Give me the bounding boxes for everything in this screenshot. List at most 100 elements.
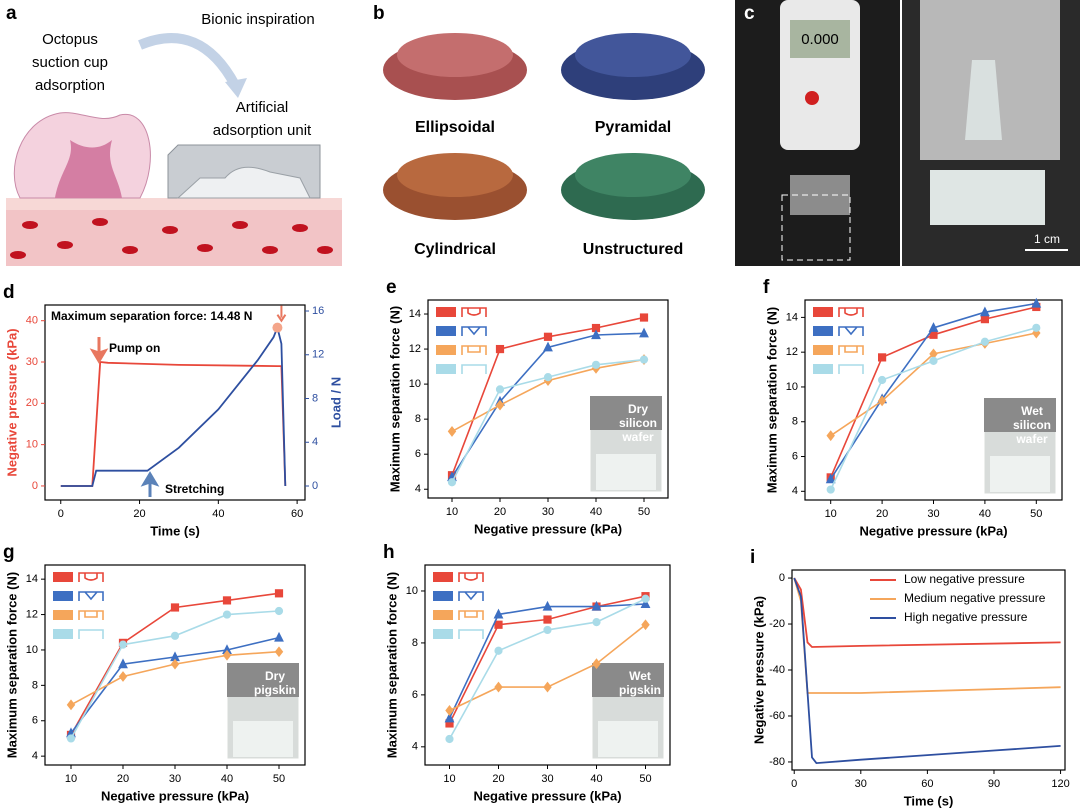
marker	[639, 355, 649, 364]
marker	[639, 327, 649, 338]
panel-letter: i	[750, 547, 755, 568]
x-axis-title: Negative pressure (kPa)	[101, 788, 249, 803]
panel-letter: b	[373, 3, 385, 24]
y-tick-label: 8	[32, 679, 38, 691]
legend-label: High negative pressure	[904, 610, 1028, 624]
legend-icon	[78, 610, 104, 620]
x-tick-label: 10	[65, 773, 77, 785]
x-axis-title: Time (s)	[904, 793, 954, 808]
marker	[979, 306, 990, 317]
annotation: Pump on	[109, 341, 160, 355]
marker	[222, 596, 232, 605]
series-line	[793, 577, 1061, 648]
marker	[543, 372, 553, 382]
inset-label: pigskin	[619, 683, 661, 697]
y-tick-label: -60	[769, 710, 785, 722]
marker	[826, 430, 835, 442]
inset-label: silicon	[1013, 418, 1051, 432]
marker	[495, 399, 505, 411]
x-axis-title: Negative pressure (kPa)	[859, 523, 1007, 538]
x-tick-label: 0	[791, 778, 797, 790]
marker	[66, 734, 76, 743]
y-tick-label: 6	[32, 715, 38, 727]
tissue-surface	[6, 198, 342, 210]
y-tick-label: 20	[26, 397, 38, 409]
inset-cup	[596, 454, 656, 490]
x-tick-label: 40	[221, 773, 233, 785]
x-tick-label: 10	[443, 773, 455, 785]
x-axis-title: Negative pressure (kPa)	[474, 521, 622, 536]
x-axis-title: Time (s)	[150, 523, 200, 538]
y-tick-label: 10	[786, 381, 798, 393]
panel-letter: g	[3, 542, 15, 563]
y-tick-label: 10	[406, 585, 418, 597]
shape-label: Pyramidal	[595, 119, 671, 136]
legend-icon	[78, 591, 104, 601]
marker	[222, 649, 232, 661]
marker	[929, 356, 938, 365]
y-axis-title: Negative pressure (kPa)	[4, 328, 19, 476]
panel-letter: e	[386, 277, 397, 298]
panel-letter: h	[383, 542, 395, 563]
marker	[543, 615, 552, 624]
inset-clamp	[592, 663, 664, 697]
cup	[575, 33, 691, 77]
legend-swatch	[436, 326, 456, 336]
label: adsorption unit	[213, 122, 312, 139]
arrow-head	[225, 78, 247, 98]
y-axis-title: Negative pressure (kPa)	[751, 596, 766, 744]
marker	[543, 625, 552, 635]
marker	[1031, 297, 1042, 308]
series-line	[793, 577, 1061, 765]
x-tick-label: 50	[639, 773, 651, 785]
x-tick-label: 20	[117, 773, 129, 785]
marker	[170, 658, 180, 670]
y2-tick-label: 16	[312, 305, 324, 317]
annotation: Stretching	[165, 482, 224, 496]
legend-swatch	[813, 345, 833, 355]
scale-label: 1 cm	[1034, 232, 1060, 246]
plot-frame	[44, 304, 306, 501]
y-tick-label: 6	[792, 450, 798, 462]
y-tick-label: 4	[32, 750, 38, 762]
y-tick-label: 6	[415, 448, 421, 460]
marker	[591, 329, 601, 340]
marker	[274, 606, 284, 616]
legend-icon	[838, 364, 864, 374]
inset-label: wafer	[1015, 432, 1048, 446]
marker	[274, 589, 284, 598]
legend-swatch	[436, 345, 456, 355]
shape-label: Cylindrical	[414, 241, 496, 258]
x-axis-title: Negative pressure (kPa)	[473, 788, 621, 803]
panel-c: 0.000 c 1 cm	[735, 0, 1080, 266]
panel-letter: f	[763, 277, 770, 298]
legend-icon	[461, 364, 487, 374]
y2-tick-label: 0	[312, 480, 318, 492]
label: Artificial	[236, 99, 289, 116]
marker	[118, 671, 128, 682]
y-tick-label: 14	[786, 311, 798, 323]
x-tick-label: 90	[988, 778, 1000, 790]
legend-swatch	[813, 326, 833, 336]
inset-label: wafer	[621, 430, 654, 444]
marker	[592, 658, 601, 670]
y2-tick-label: 12	[312, 349, 324, 361]
inset-cup	[233, 721, 293, 757]
y-tick-label: 30	[26, 356, 38, 368]
y-tick-label: 12	[409, 343, 421, 355]
unit-cavity	[176, 166, 311, 199]
marker	[1032, 327, 1041, 339]
legend-icon	[838, 326, 864, 336]
inset-label: Wet	[629, 669, 651, 683]
shape-label: Unstructured	[583, 241, 683, 258]
y-tick-label: 4	[415, 483, 421, 495]
legend-icon	[458, 629, 484, 639]
marker	[543, 332, 553, 341]
y-tick-label: 12	[786, 346, 798, 358]
x-tick-label: 40	[212, 508, 224, 520]
x-tick-label: 30	[542, 506, 554, 518]
legend-label: Low negative pressure	[904, 572, 1025, 586]
y-tick-label: -40	[769, 664, 785, 676]
legend-swatch	[813, 307, 833, 317]
